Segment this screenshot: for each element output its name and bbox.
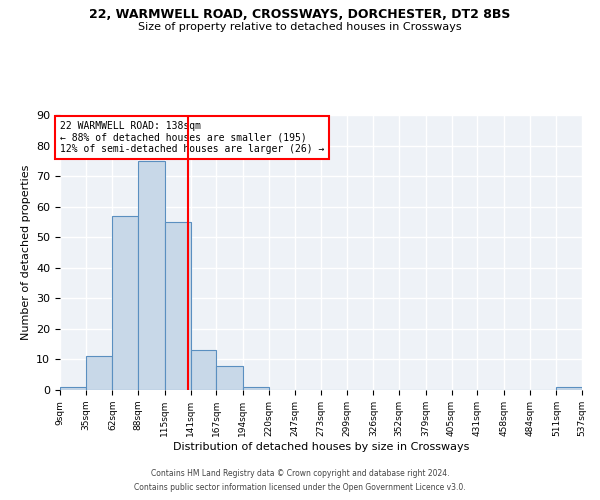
Text: Contains public sector information licensed under the Open Government Licence v3: Contains public sector information licen… <box>134 484 466 492</box>
X-axis label: Distribution of detached houses by size in Crossways: Distribution of detached houses by size … <box>173 442 469 452</box>
Text: 22, WARMWELL ROAD, CROSSWAYS, DORCHESTER, DT2 8BS: 22, WARMWELL ROAD, CROSSWAYS, DORCHESTER… <box>89 8 511 20</box>
Bar <box>243 387 269 390</box>
Bar <box>60 387 86 390</box>
Bar <box>112 216 138 390</box>
Text: 22 WARMWELL ROAD: 138sqm
← 88% of detached houses are smaller (195)
12% of semi-: 22 WARMWELL ROAD: 138sqm ← 88% of detach… <box>60 121 325 154</box>
Bar <box>216 366 243 390</box>
Bar <box>86 356 112 390</box>
Bar <box>556 387 582 390</box>
Bar <box>165 222 191 390</box>
Bar <box>138 161 165 390</box>
Y-axis label: Number of detached properties: Number of detached properties <box>20 165 31 340</box>
Bar <box>191 350 216 390</box>
Text: Contains HM Land Registry data © Crown copyright and database right 2024.: Contains HM Land Registry data © Crown c… <box>151 468 449 477</box>
Text: Size of property relative to detached houses in Crossways: Size of property relative to detached ho… <box>138 22 462 32</box>
